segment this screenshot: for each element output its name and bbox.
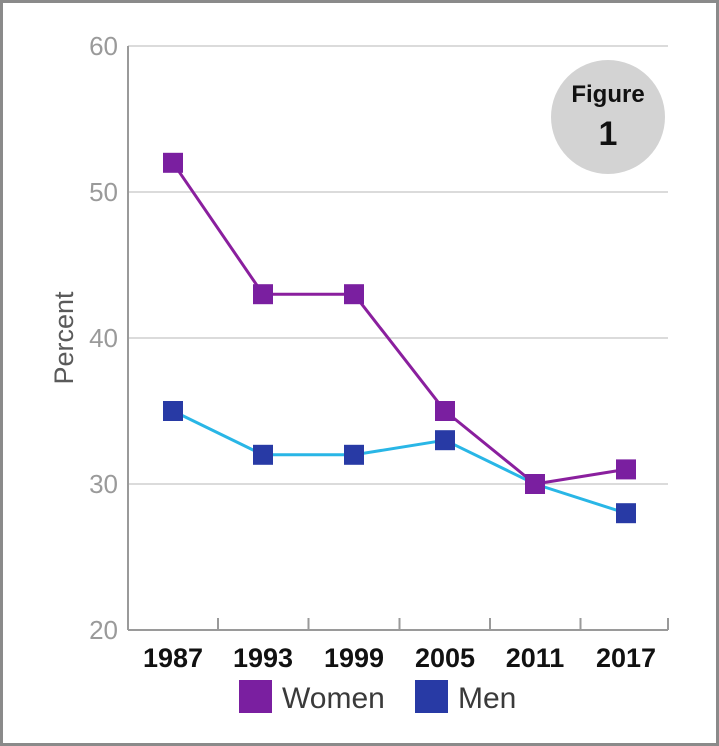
y-tick-label-20: 20 [89, 615, 118, 645]
y-tick-label-50: 50 [89, 177, 118, 207]
data-point-women-1987 [163, 152, 183, 173]
data-point-men-1999 [344, 444, 364, 465]
series-layer [163, 152, 636, 524]
figure-badge: Figure 1 [551, 60, 665, 174]
legend-label-men: Men [458, 682, 516, 715]
data-point-men-2017 [616, 503, 636, 524]
data-point-men-1993 [253, 444, 273, 465]
data-point-men-1987 [163, 401, 183, 421]
data-point-women-1993 [253, 284, 273, 305]
figure-badge-line2: 1 [599, 115, 618, 153]
series-line-women [171, 161, 627, 486]
legend-label-women: Women [282, 682, 385, 715]
x-tick-label-2005: 2005 [415, 643, 475, 673]
y-axis-tick-labels: 20 30 40 50 60 [89, 31, 118, 645]
x-tick-label-2011: 2011 [506, 643, 565, 673]
figure-badge-circle [551, 60, 665, 174]
figure-badge-line1: Figure [571, 81, 644, 108]
series-line-men [172, 409, 627, 515]
data-point-women-2011 [525, 474, 545, 494]
legend: Women Men [239, 680, 516, 715]
legend-swatch-women [239, 680, 272, 713]
data-point-women-2017 [616, 459, 636, 480]
y-tick-label-30: 30 [89, 469, 118, 499]
y-tick-label-40: 40 [89, 323, 118, 353]
x-tick-label-1987: 1987 [143, 643, 203, 673]
x-tick-label-1999: 1999 [324, 643, 384, 673]
y-tick-label-60: 60 [89, 31, 118, 61]
gridlines [128, 45, 668, 485]
y-axis-label: Percent [49, 291, 79, 385]
legend-swatch-men [415, 680, 448, 713]
data-point-men-2005 [435, 430, 455, 451]
x-tick-label-1993: 1993 [233, 643, 293, 673]
x-axis-tick-labels: 1987 1993 1999 2005 2011 2017 [143, 643, 656, 673]
x-tick-label-2017: 2017 [596, 643, 656, 673]
data-point-women-1999 [344, 284, 364, 305]
x-axis-ticks [217, 618, 669, 630]
data-point-women-2005 [435, 401, 455, 421]
